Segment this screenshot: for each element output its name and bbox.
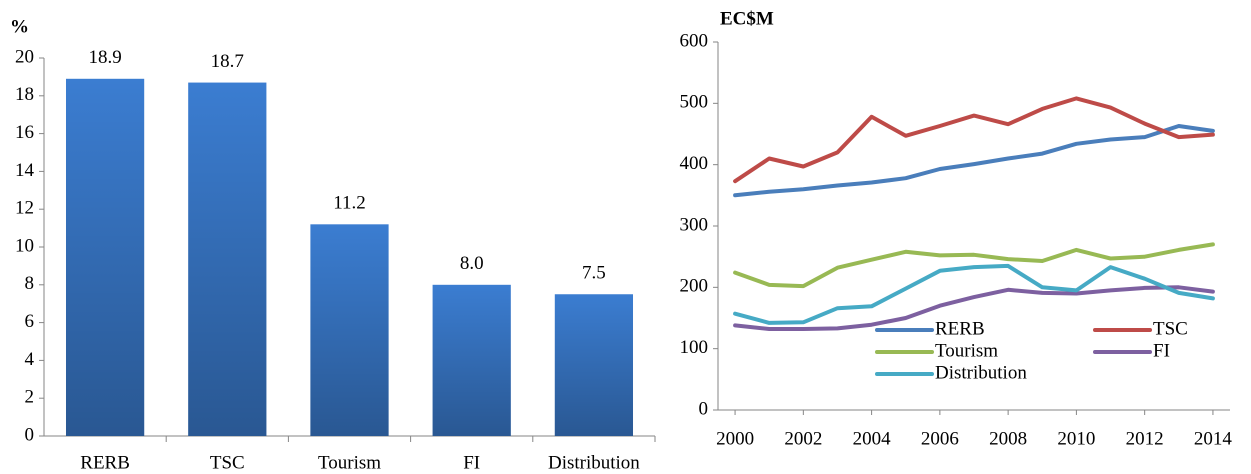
y-tick-label: 600 — [680, 30, 709, 51]
y-tick-label: 8 — [25, 273, 35, 294]
x-tick-label: Distribution — [548, 452, 640, 473]
x-tick-label: 2004 — [853, 428, 892, 449]
bar-shade — [432, 284, 511, 436]
value-label: 8.0 — [460, 253, 484, 274]
x-tick-label: 2010 — [1057, 428, 1095, 449]
x-tick-label: Tourism — [318, 452, 381, 473]
x-tick-label: FI — [463, 452, 480, 473]
y-axis-label: EC$M — [720, 8, 774, 29]
x-tick-label: 2014 — [1194, 428, 1233, 449]
legend-label: TSC — [1153, 318, 1188, 339]
y-tick-label: 400 — [680, 153, 709, 174]
legend-label: Tourism — [935, 340, 998, 361]
y-tick-label: 14 — [15, 160, 35, 181]
y-tick-label: 500 — [680, 92, 709, 113]
y-tick-label: 2 — [25, 387, 35, 408]
y-tick-label: 300 — [680, 214, 709, 235]
bar-shade — [554, 294, 634, 436]
y-tick-label: 12 — [15, 198, 34, 219]
legend-label: RERB — [935, 318, 985, 339]
x-tick-label: 2008 — [989, 428, 1027, 449]
x-tick-label: 2012 — [1126, 428, 1164, 449]
bar-shade — [310, 224, 389, 436]
bar-shade — [188, 82, 267, 436]
y-tick-label: 16 — [15, 122, 34, 143]
line-series — [733, 242, 1215, 289]
value-label: 11.2 — [333, 193, 366, 214]
y-tick-label: 6 — [25, 311, 35, 332]
y-tick-label: 0 — [25, 424, 35, 445]
legend-label: Distribution — [935, 362, 1027, 383]
y-tick-label: 18 — [15, 84, 34, 105]
y-tick-label: 0 — [699, 398, 709, 419]
line-series — [733, 285, 1215, 331]
line-series — [733, 124, 1215, 198]
bar-shade — [65, 78, 145, 436]
value-label: 18.9 — [88, 47, 121, 68]
value-label: 7.5 — [582, 263, 606, 284]
y-tick-label: 4 — [25, 349, 35, 370]
y-tick-label: 200 — [680, 276, 709, 297]
y-tick-label: 20 — [15, 46, 34, 67]
line-series — [733, 263, 1215, 325]
x-tick-label: 2000 — [716, 428, 754, 449]
line-series — [733, 96, 1215, 184]
y-axis-label: % — [10, 16, 29, 37]
y-tick-label: 10 — [15, 235, 34, 256]
x-tick-label: 2002 — [784, 428, 822, 449]
legend-label: FI — [1153, 340, 1170, 361]
x-tick-label: 2006 — [921, 428, 959, 449]
x-tick-label: RERB — [80, 452, 130, 473]
value-label: 18.7 — [211, 51, 244, 72]
y-tick-label: 100 — [680, 337, 709, 358]
x-tick-label: TSC — [210, 452, 245, 473]
